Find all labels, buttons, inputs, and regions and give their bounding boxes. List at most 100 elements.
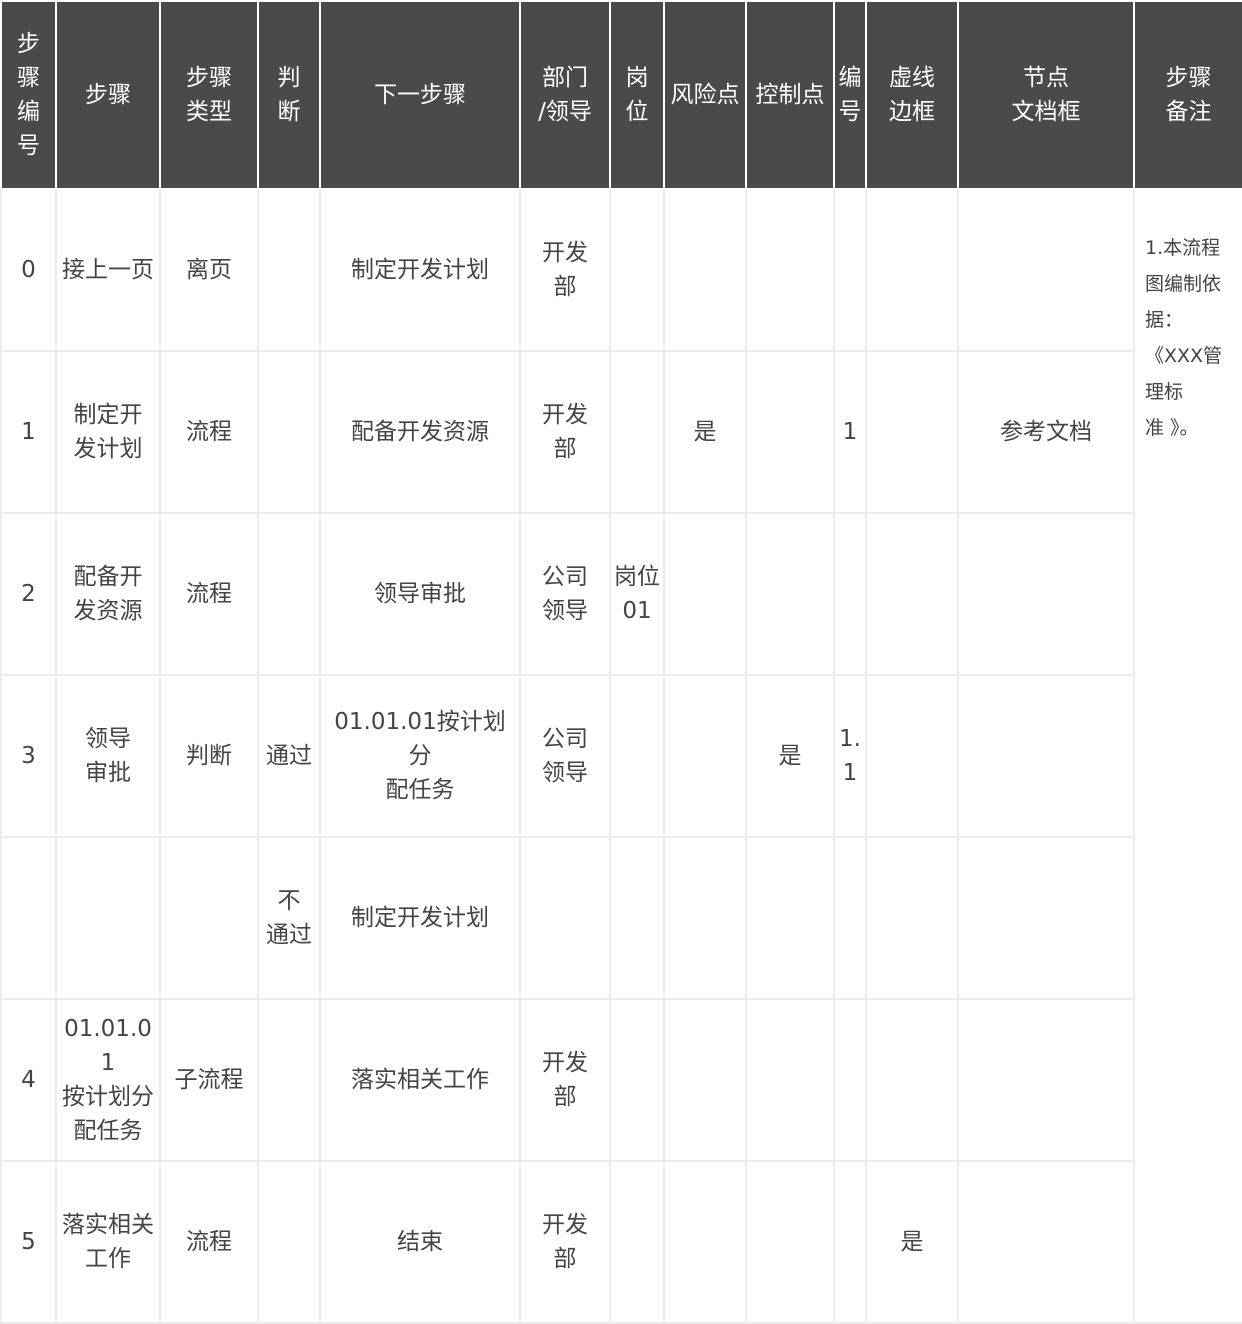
cell-step-number: 5 (0, 1160, 57, 1324)
cell-step-type: 判断 (159, 674, 259, 838)
cell-judge (257, 1160, 321, 1324)
cell-dashed-border (865, 512, 959, 676)
cell-node-doc (957, 188, 1135, 352)
cell-control-point (745, 836, 835, 1000)
cell-code (833, 836, 867, 1000)
header-next-step: 下一步骤 (319, 0, 521, 190)
cell-code (833, 188, 867, 352)
cell-step: 领导 审批 (55, 674, 161, 838)
cell-post (609, 998, 665, 1162)
cell-dashed-border (865, 188, 959, 352)
cell-judge (257, 350, 321, 514)
cell-control-point (745, 998, 835, 1162)
header-step-number: 步骤编号 (0, 0, 57, 190)
cell-step-number: 4 (0, 998, 57, 1162)
cell-department: 公司 领导 (519, 512, 611, 676)
cell-judge: 不通过 (257, 836, 321, 1000)
cell-code: 1 (833, 350, 867, 514)
header-row: 步骤编号 步骤 步骤 类型 判断 下一步骤 部门/领导 岗位 风险点 控制点 编号… (0, 0, 1242, 190)
cell-department: 开发部 (519, 188, 611, 352)
cell-next-step: 领导审批 (319, 512, 521, 676)
cell-next-step: 结束 (319, 1160, 521, 1324)
cell-control-point (745, 512, 835, 676)
cell-department: 公司 领导 (519, 674, 611, 838)
cell-step-type: 流程 (159, 350, 259, 514)
cell-department: 开发部 (519, 350, 611, 514)
cell-post (609, 836, 665, 1000)
cell-department: 开发部 (519, 998, 611, 1162)
cell-judge (257, 998, 321, 1162)
cell-step-type: 流程 (159, 1160, 259, 1324)
cell-step-type (159, 836, 259, 1000)
cell-control-point (745, 1160, 835, 1324)
cell-code: 1.1 (833, 674, 867, 838)
table-row: 2 配备开 发资源 流程 领导审批 公司 领导 岗位 01 (0, 512, 1242, 676)
cell-step: 配备开 发资源 (55, 512, 161, 676)
cell-step-number: 1 (0, 350, 57, 514)
cell-control-point: 是 (745, 674, 835, 838)
header-judge: 判断 (257, 0, 321, 190)
header-node-doc: 节点 文档框 (957, 0, 1135, 190)
table-row: 3 领导 审批 判断 通过 01.01.01按计划分 配任务 公司 领导 是 1.1 (0, 674, 1242, 838)
cell-department: 开发部 (519, 1160, 611, 1324)
cell-step (55, 836, 161, 1000)
table-row: 1 制定开 发计划 流程 配备开发资源 开发部是 1 参考文档 (0, 350, 1242, 514)
cell-code (833, 512, 867, 676)
cell-risk-point (663, 998, 747, 1162)
cell-risk-point (663, 1160, 747, 1324)
header-risk-point: 风险点 (663, 0, 747, 190)
header-control-point: 控制点 (745, 0, 835, 190)
cell-node-doc (957, 998, 1135, 1162)
cell-post (609, 188, 665, 352)
cell-step-type: 子流程 (159, 998, 259, 1162)
table-row: 5 落实相关 工作 流程 结束 开发部 是 (0, 1160, 1242, 1324)
cell-step-number (0, 836, 57, 1000)
cell-post: 岗位 01 (609, 512, 665, 676)
cell-judge (257, 512, 321, 676)
header-dashed-border: 虚线 边框 (865, 0, 959, 190)
cell-control-point (745, 188, 835, 352)
header-step-type: 步骤 类型 (159, 0, 259, 190)
cell-risk-point (663, 512, 747, 676)
cell-judge: 通过 (257, 674, 321, 838)
cell-step: 01.01.01 按计划分 配任务 (55, 998, 161, 1162)
cell-risk-point: 是 (663, 350, 747, 514)
cell-dashed-border (865, 998, 959, 1162)
cell-node-doc (957, 512, 1135, 676)
cell-step-number: 0 (0, 188, 57, 352)
cell-next-step: 制定开发计划 (319, 836, 521, 1000)
cell-step-number: 2 (0, 512, 57, 676)
cell-dashed-border (865, 674, 959, 838)
cell-dashed-border: 是 (865, 1160, 959, 1324)
cell-step-notes: 1.本流程 图编制依 据： 《XXX管 理标准 》。 (1133, 188, 1242, 1324)
cell-post (609, 350, 665, 514)
table-row: 不通过 制定开发计划 (0, 836, 1242, 1000)
cell-code (833, 1160, 867, 1324)
cell-step-type: 离页 (159, 188, 259, 352)
header-code: 编号 (833, 0, 867, 190)
cell-department (519, 836, 611, 1000)
cell-next-step: 配备开发资源 (319, 350, 521, 514)
cell-risk-point (663, 836, 747, 1000)
cell-control-point (745, 350, 835, 514)
table-row: 4 01.01.01 按计划分 配任务 子流程 落实相关工作 开发部 (0, 998, 1242, 1162)
cell-code (833, 998, 867, 1162)
header-post: 岗位 (609, 0, 665, 190)
cell-step: 制定开 发计划 (55, 350, 161, 514)
header-department: 部门/领导 (519, 0, 611, 190)
cell-node-doc (957, 836, 1135, 1000)
header-step-notes: 步骤 备注 (1133, 0, 1242, 190)
cell-node-doc (957, 1160, 1135, 1324)
table-body: 0 接上一页 离页 制定开发计划 开发部 1.本流程 图编制依 据： 《XXX管 理标准 》。 1 制… (0, 188, 1242, 1324)
cell-step: 接上一页 (55, 188, 161, 352)
cell-risk-point (663, 674, 747, 838)
cell-next-step: 01.01.01按计划分 配任务 (319, 674, 521, 838)
cell-next-step: 落实相关工作 (319, 998, 521, 1162)
table-row: 0 接上一页 离页 制定开发计划 开发部 1.本流程 图编制依 据： 《XXX管 理标准 》。 (0, 188, 1242, 1324)
cell-post (609, 674, 665, 838)
cell-dashed-border (865, 836, 959, 1000)
cell-risk-point (663, 188, 747, 352)
cell-step: 落实相关 工作 (55, 1160, 161, 1324)
cell-judge (257, 188, 321, 352)
